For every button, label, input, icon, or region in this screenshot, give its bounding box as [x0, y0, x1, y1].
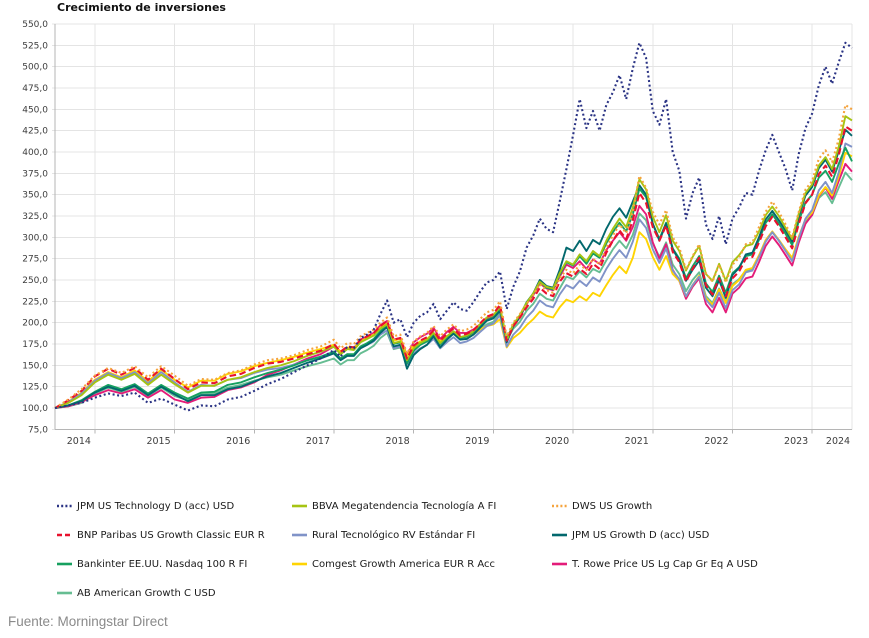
y-tick-label: 225,0 [22, 297, 48, 307]
x-tick-label: 2020 [545, 436, 569, 447]
legend-label: JPM US Technology D (acc) USD [77, 500, 235, 512]
legend-item-0[interactable]: JPM US Technology D (acc) USD [57, 499, 292, 513]
y-tick-label: 125,0 [22, 383, 48, 393]
source-note: Fuente: Morningstar Direct [8, 614, 168, 629]
legend-label: T. Rowe Price US Lg Cap Gr Eq A USD [572, 558, 758, 570]
series-line-1 [54, 115, 853, 409]
series-line-7 [54, 151, 853, 409]
y-tick-label: 325,0 [22, 212, 48, 222]
legend-item-4[interactable]: Rural Tecnológico RV Estándar FI [292, 528, 552, 542]
y-tick-label: 100,0 [22, 404, 48, 414]
legend-swatch-icon [552, 533, 567, 537]
legend-label: JPM US Growth D (acc) USD [572, 529, 710, 541]
legend-swatch-icon [292, 562, 307, 566]
legend-swatch-icon [552, 562, 567, 566]
legend-item-6[interactable]: Bankinter EE.UU. Nasdaq 100 R FI [57, 557, 292, 571]
legend-label: BNP Paribas US Growth Classic EUR R [77, 529, 265, 541]
x-tick-label: 2024 [826, 436, 850, 447]
legend-item-3[interactable]: BNP Paribas US Growth Classic EUR R [57, 528, 292, 542]
y-tick-label: 400,0 [22, 148, 48, 158]
y-tick-label: 550,0 [22, 20, 48, 30]
x-tick-label: 2018 [386, 436, 410, 447]
legend-swatch-icon [552, 504, 567, 508]
x-tick-label: 2021 [625, 436, 649, 447]
chart-legend: JPM US Technology D (acc) USD BBVA Megate… [57, 499, 832, 600]
y-tick-label: 375,0 [22, 169, 48, 179]
y-tick-label: 200,0 [22, 319, 48, 329]
legend-label: Bankinter EE.UU. Nasdaq 100 R FI [77, 558, 248, 570]
y-tick-label: 450,0 [22, 105, 48, 115]
y-tick-label: 75,0 [28, 425, 48, 435]
legend-item-8[interactable]: T. Rowe Price US Lg Cap Gr Eq A USD [552, 557, 832, 571]
y-tick-label: 350,0 [22, 191, 48, 201]
legend-item-7[interactable]: Comgest Growth America EUR R Acc [292, 557, 552, 571]
legend-swatch-icon [57, 533, 72, 537]
legend-item-5[interactable]: JPM US Growth D (acc) USD [552, 528, 832, 542]
legend-swatch-icon [57, 562, 72, 566]
x-tick-label: 2017 [306, 436, 330, 447]
legend-label: DWS US Growth [572, 500, 653, 512]
growth-chart-svg: 550,0 525,0 500,0 475,0 450,0 425,0 400,0 375,0… [22, 20, 853, 447]
series-line-0 [54, 41, 853, 412]
x-tick-label: 2023 [784, 436, 808, 447]
legend-label: Comgest Growth America EUR R Acc [312, 558, 496, 570]
x-tick-label: 2016 [226, 436, 250, 447]
legend-swatch-icon [292, 533, 307, 537]
series-line-4 [54, 142, 853, 409]
legend-item-1[interactable]: BBVA Megatendencia Tecnología A FI [292, 499, 552, 513]
legend-item-9[interactable]: AB American Growth C USD [57, 586, 292, 600]
legend-label: BBVA Megatendencia Tecnología A FI [312, 500, 497, 512]
page-title: Crecimiento de inversiones [57, 1, 226, 14]
y-tick-label: 150,0 [22, 361, 48, 371]
legend-swatch-icon [57, 504, 72, 508]
y-tick-label: 525,0 [22, 41, 48, 51]
legend-label: Rural Tecnológico RV Estándar FI [312, 529, 476, 541]
y-tick-label: 500,0 [22, 63, 48, 73]
y-tick-label: 475,0 [22, 84, 48, 94]
y-tick-label: 250,0 [22, 276, 48, 286]
x-tick-label: 2014 [67, 436, 91, 447]
y-tick-label: 425,0 [22, 127, 48, 137]
x-tick-label: 2019 [465, 436, 489, 447]
x-tick-label: 2022 [704, 436, 728, 447]
legend-swatch-icon [57, 591, 72, 595]
legend-swatch-icon [292, 504, 307, 508]
y-tick-label: 175,0 [22, 340, 48, 350]
y-tick-label: 300,0 [22, 233, 48, 243]
legend-item-2[interactable]: DWS US Growth [552, 499, 832, 513]
x-tick-label: 2015 [146, 436, 170, 447]
growth-chart: 550,0 525,0 500,0 475,0 450,0 425,0 400,0 375,0… [22, 20, 853, 447]
y-tick-label: 275,0 [22, 255, 48, 265]
legend-label: AB American Growth C USD [77, 587, 216, 599]
